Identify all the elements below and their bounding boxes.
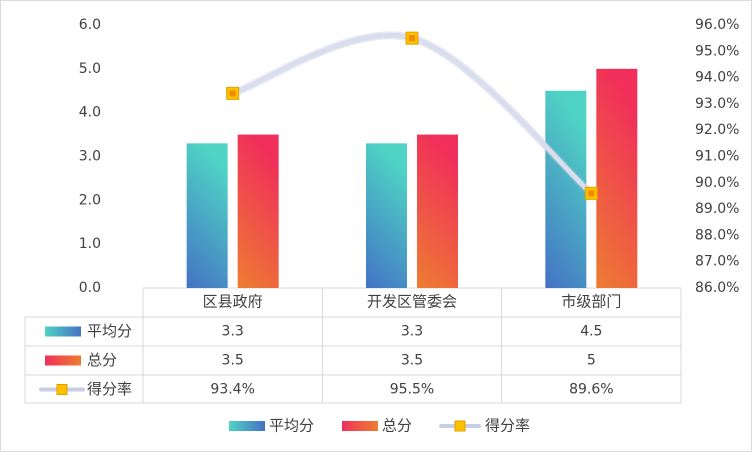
table-key-swatch (45, 326, 81, 337)
table-cell: 89.6% (569, 382, 613, 398)
line-marker-core (409, 35, 415, 42)
table-cell: 3.5 (401, 353, 423, 369)
line-path (230, 32, 594, 196)
right-axis-tick-label: 87.0% (695, 254, 739, 270)
legend-swatch (342, 421, 378, 431)
data-table: 平均分 3.3 3.3 4.5 总分 3.5 3.5 5 得分率 93.4% 95.5% 89.6% (39, 322, 614, 398)
category-label: 开发区管委会 (367, 293, 457, 311)
category-label: 区县政府 (203, 293, 263, 311)
table-cell: 95.5% (390, 382, 434, 398)
right-axis-tick-label: 96.0% (695, 17, 739, 33)
bar (545, 90, 587, 288)
table-cell: 4.5 (580, 324, 602, 340)
right-axis: 86.0% 87.0% 88.0% 89.0% 90.0% 91.0% 92.0% 93.0%… (695, 17, 739, 296)
right-axis-tick-label: 95.0% (695, 43, 739, 59)
bar (417, 134, 458, 288)
right-axis-tick-label: 88.0% (695, 227, 739, 243)
legend-marker (454, 420, 466, 432)
right-axis-tick-label: 93.0% (695, 96, 739, 112)
table-cell: 93.4% (210, 382, 254, 398)
legend: 平均分 总分 得分率 (229, 417, 530, 435)
category-label: 市级部门 (561, 293, 621, 311)
table-key-marker (56, 384, 68, 395)
line-marker-core (229, 90, 236, 97)
bar (237, 134, 279, 288)
right-axis-tick-label: 90.0% (695, 175, 739, 191)
right-axis-tick-label: 91.0% (695, 149, 739, 165)
left-axis-tick-label: 2.0 (79, 192, 101, 208)
right-axis-tick-label: 92.0% (695, 122, 739, 138)
line-shadow (228, 31, 596, 198)
category-labels: 区县政府 开发区管委会 市级部门 (203, 293, 622, 311)
left-axis-tick-label: 6.0 (79, 17, 101, 33)
bar (596, 68, 638, 288)
bar (366, 143, 407, 288)
table-row-header: 平均分 (87, 322, 132, 340)
right-axis-tick-label: 86.0% (695, 280, 739, 296)
line-marker-core (588, 190, 595, 197)
legend-swatch (229, 421, 265, 431)
right-axis-tick-label: 94.0% (695, 70, 739, 86)
legend-label: 得分率 (485, 417, 530, 435)
legend-label: 平均分 (269, 417, 314, 435)
table-cell: 3.5 (222, 353, 244, 369)
table-cell: 3.3 (222, 324, 244, 340)
table-cell: 3.3 (401, 324, 423, 340)
left-axis-tick-label: 4.0 (79, 105, 101, 121)
left-axis-tick-label: 5.0 (79, 61, 101, 77)
legend-label: 总分 (382, 417, 412, 435)
line-series (226, 31, 598, 200)
table-row-header: 总分 (87, 351, 117, 369)
table-key-swatch (45, 355, 81, 366)
left-axis-tick-label: 1.0 (79, 236, 101, 252)
left-axis-tick-label: 0.0 (79, 280, 101, 296)
table-cell: 5 (587, 353, 596, 369)
left-axis: 0.0 1.0 2.0 3.0 4.0 5.0 6.0 (79, 17, 101, 296)
data-table-grid (24, 287, 682, 404)
table-row-header: 得分率 (87, 380, 132, 398)
bar-series (186, 68, 638, 288)
right-axis-tick-label: 89.0% (695, 201, 739, 217)
bar (186, 143, 228, 288)
left-axis-tick-label: 3.0 (79, 149, 101, 165)
